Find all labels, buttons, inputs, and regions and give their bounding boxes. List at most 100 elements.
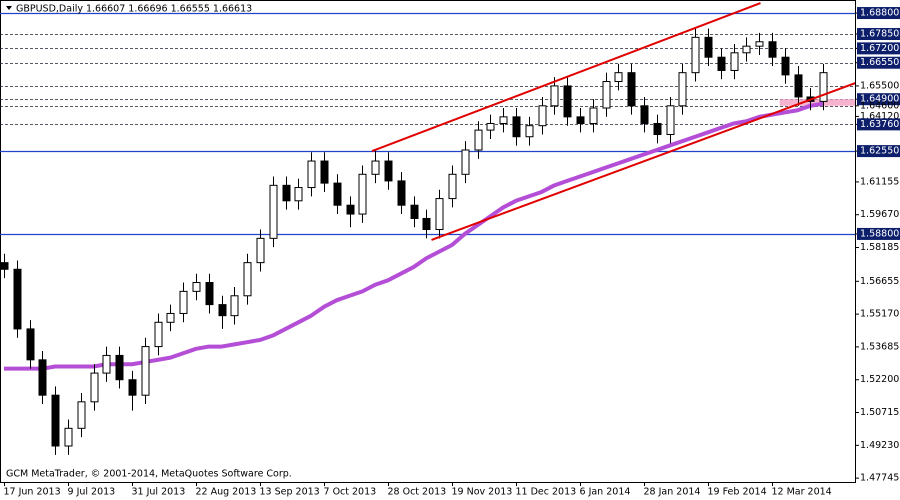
candle-body — [205, 282, 214, 306]
y-tick-highlight — [857, 56, 900, 69]
candle-body — [768, 41, 777, 58]
candle-body — [499, 116, 508, 124]
candle-body — [819, 72, 828, 102]
candle-body — [333, 182, 342, 206]
y-tick-label: 1.53685 — [860, 341, 899, 352]
candle-body — [179, 290, 188, 314]
candle-body — [154, 321, 163, 348]
candle-body — [358, 173, 367, 215]
candle-body — [550, 85, 559, 107]
candle-body — [730, 52, 739, 71]
y-tick-highlight — [857, 227, 900, 240]
y-tick-label: 1.50715 — [860, 407, 899, 418]
candle-body — [410, 204, 419, 219]
candle-body — [640, 105, 649, 124]
candle-body — [576, 116, 585, 124]
candle-body — [230, 295, 239, 317]
y-tick-label: 1.64120 — [860, 111, 899, 122]
y-tick-label: 1.52200 — [860, 374, 899, 385]
candle-body — [653, 122, 662, 136]
y-tick-label: 1.49230 — [860, 440, 899, 451]
candle-body — [794, 74, 803, 98]
candle-body — [704, 36, 713, 58]
candle-body — [282, 184, 291, 202]
candle-body — [256, 237, 265, 264]
y-tick-label: 1.59670 — [860, 209, 899, 220]
y-tick-label: 1.58800 — [860, 228, 899, 239]
candle-body — [755, 41, 764, 47]
candle-body — [13, 268, 22, 330]
y-tick-label: 1.66550 — [860, 57, 899, 68]
candle-body — [192, 282, 201, 292]
candle-body — [525, 125, 534, 138]
candle-body — [346, 204, 355, 215]
candle-body — [435, 198, 444, 231]
candle-body — [77, 401, 86, 429]
candle-body — [742, 45, 751, 54]
plot-area — [0, 2, 855, 455]
plot-frame — [0, 0, 856, 483]
zone — [779, 99, 855, 106]
candle-body — [717, 56, 726, 71]
x-tick-label: 19 Feb 2014 — [708, 487, 767, 498]
x-tick-label: 31 Jul 2013 — [132, 487, 186, 498]
y-tick-highlight — [857, 118, 900, 131]
x-tick-label: 28 Oct 2013 — [388, 487, 447, 498]
candle-body — [269, 184, 278, 239]
candle-body — [294, 187, 303, 202]
x-tick-label: 28 Jan 2014 — [644, 487, 701, 498]
trendline — [431, 82, 855, 241]
y-tick-label: 1.56655 — [860, 276, 899, 287]
candle-body — [166, 312, 175, 323]
candle-body — [563, 85, 572, 118]
y-tick-label: 1.58185 — [860, 242, 899, 253]
trendline — [371, 2, 761, 153]
candle-body — [26, 328, 35, 361]
candle-body — [141, 346, 150, 396]
y-tick-highlight — [857, 28, 900, 41]
y-tick-highlight — [857, 93, 900, 106]
x-tick-label: 9 Jul 2013 — [68, 487, 116, 498]
candle-body — [64, 427, 73, 447]
candle-body — [320, 160, 329, 184]
candle-body — [781, 56, 790, 76]
x-tick-label: 22 Aug 2013 — [196, 487, 257, 498]
candle-body — [90, 372, 99, 403]
x-tick-label: 12 Mar 2014 — [772, 487, 832, 498]
y-tick-label: 1.55170 — [860, 309, 899, 320]
footer: GCM MetaTrader, © 2001-2014, MetaQuotes … — [6, 469, 292, 480]
candle-body — [307, 160, 316, 189]
candle-body — [115, 354, 124, 381]
candle-body — [38, 359, 47, 396]
candle-body — [384, 160, 393, 182]
candle-body — [371, 160, 380, 175]
x-tick-label: 6 Jan 2014 — [580, 487, 631, 498]
candle-body — [448, 173, 457, 200]
y-tick-label: 1.67200 — [860, 43, 899, 54]
y-tick-label: 1.64900 — [860, 94, 899, 105]
x-tick-label: 7 Oct 2013 — [324, 487, 377, 498]
x-tick-label: 19 Nov 2013 — [452, 487, 513, 498]
candle-body — [461, 149, 470, 175]
moving-average — [4, 101, 824, 371]
candle-body — [627, 72, 636, 107]
candle-body — [691, 36, 700, 74]
y-tick-highlight — [857, 7, 900, 20]
candle-body — [422, 217, 431, 231]
y-tick-highlight — [857, 145, 900, 158]
candle-body — [102, 354, 111, 374]
x-tick-label: 17 Jun 2013 — [4, 487, 61, 498]
y-tick-label: 1.64600 — [860, 100, 899, 111]
candle-body — [602, 81, 611, 109]
x-tick-label: 13 Sep 2013 — [260, 487, 320, 498]
y-tick-label: 1.67850 — [860, 29, 899, 40]
candle-body — [538, 105, 547, 127]
y-tick-label: 1.65500 — [860, 80, 899, 91]
candle-body — [128, 379, 137, 396]
y-tick-label: 1.68800 — [860, 8, 899, 19]
candle-body — [51, 394, 60, 447]
candle-body — [589, 107, 598, 124]
y-tick-label: 1.47745 — [860, 473, 899, 484]
candle-body — [678, 72, 687, 107]
